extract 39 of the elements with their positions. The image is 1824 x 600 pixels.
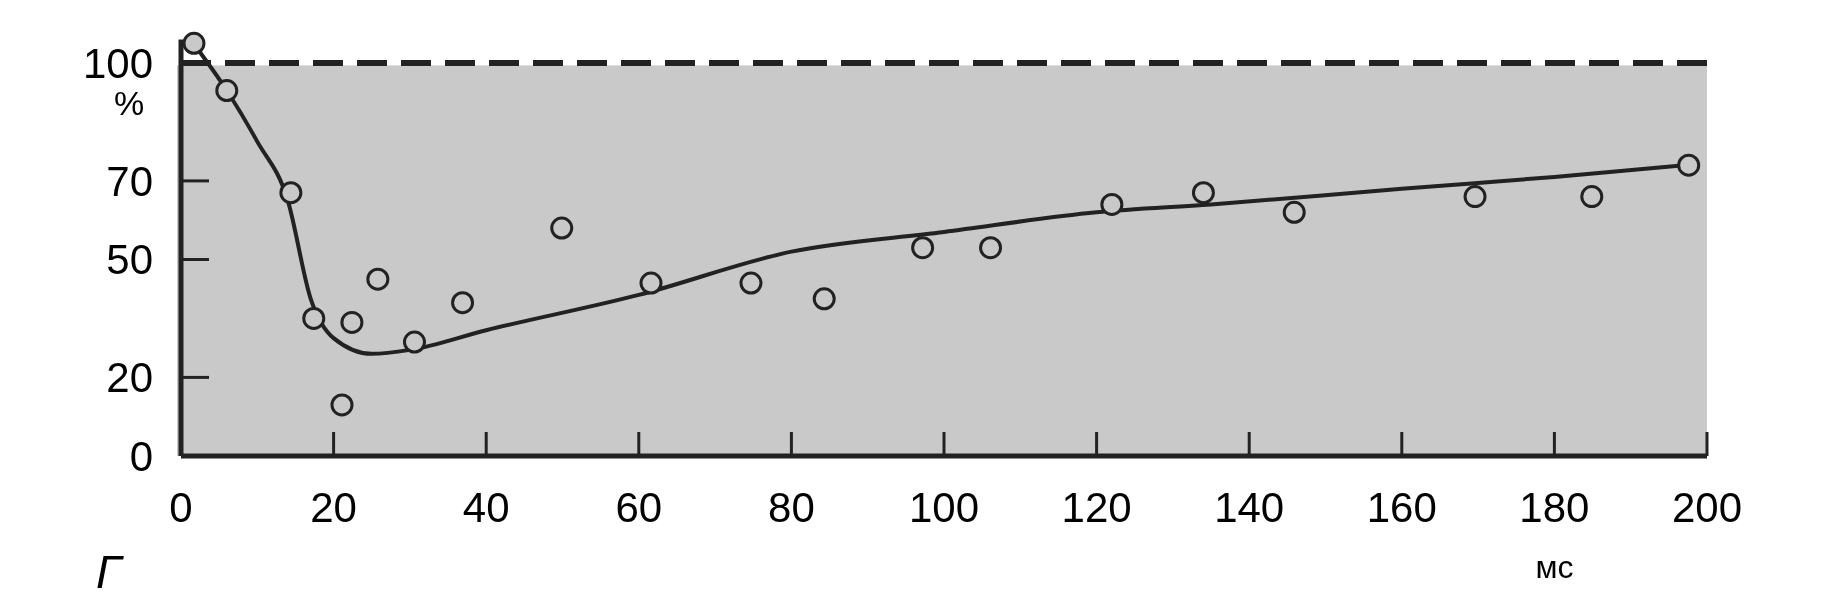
point bbox=[215, 79, 239, 103]
point bbox=[302, 306, 326, 330]
point bbox=[451, 291, 475, 315]
point bbox=[279, 181, 303, 205]
point bbox=[402, 330, 426, 354]
point bbox=[739, 271, 763, 295]
x-tick-label: 40 bbox=[462, 484, 510, 531]
x-axis-title: мс bbox=[1535, 549, 1574, 585]
x-tick-label: 120 bbox=[1061, 484, 1132, 531]
point bbox=[1677, 153, 1701, 177]
x-tick-label: 100 bbox=[908, 484, 980, 531]
y-tick-label: 100 bbox=[82, 39, 153, 87]
x-tick-label: 80 bbox=[768, 484, 815, 531]
y-tick-label: 50 bbox=[106, 236, 153, 284]
y-tick-label: 0 bbox=[129, 432, 153, 480]
x-tick-label: 200 bbox=[1671, 484, 1743, 531]
text: Г bbox=[96, 546, 124, 598]
point bbox=[340, 310, 364, 334]
point bbox=[182, 31, 206, 55]
point bbox=[550, 216, 574, 240]
y-axis-title: % bbox=[113, 84, 145, 122]
x-tick-label: 60 bbox=[615, 484, 663, 531]
point bbox=[1463, 185, 1487, 209]
x-tick-label: 140 bbox=[1214, 484, 1285, 531]
point bbox=[911, 236, 935, 260]
x-tick-label: 0 bbox=[169, 484, 193, 531]
point bbox=[1191, 181, 1215, 205]
point bbox=[330, 393, 354, 417]
x-tick-label: 160 bbox=[1366, 484, 1437, 531]
point bbox=[812, 287, 836, 311]
x-tick-label: 180 bbox=[1519, 484, 1590, 531]
y-tick-label: 70 bbox=[106, 157, 153, 205]
x-tick-label: 20 bbox=[310, 484, 357, 531]
point bbox=[1282, 200, 1306, 224]
point bbox=[1580, 185, 1604, 209]
point bbox=[1100, 192, 1124, 216]
point bbox=[366, 267, 390, 291]
point bbox=[979, 236, 1003, 260]
y-tick-label: 20 bbox=[106, 354, 153, 402]
